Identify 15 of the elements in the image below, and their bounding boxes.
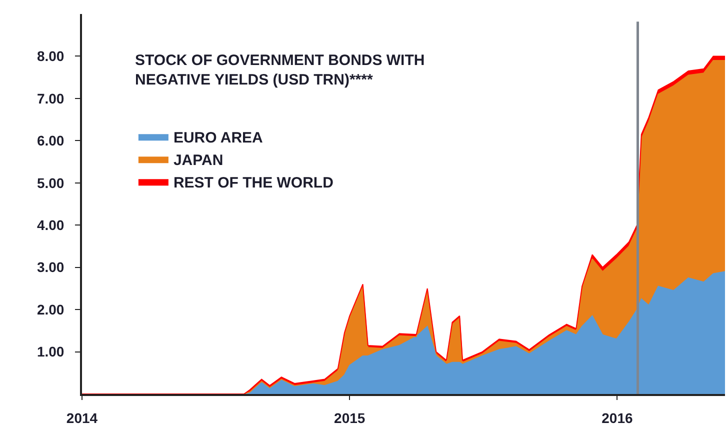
text: STOCK OF GOVERNMENT BONDS WITH NEGATIVE YIELDS (USD TRN)**** — [135, 52, 425, 88]
y-tick-label: 7.00 — [36, 90, 64, 106]
y-tick-label: 8.00 — [36, 48, 64, 64]
x-tick-label: 2014 — [66, 410, 98, 426]
y-tick-label: 6.00 — [36, 132, 64, 149]
y-tick-label: 1.00 — [36, 344, 64, 360]
y-tick-label: 3.00 — [36, 259, 64, 276]
x-tick-label: 2016 — [602, 410, 633, 426]
y-tick-label: 5.00 — [36, 174, 64, 191]
legend-label: EURO AREA — [173, 130, 264, 146]
y-tick-label: 2.00 — [36, 301, 64, 318]
y-tick-label: 4.00 — [36, 217, 64, 234]
x-tick-label: 2015 — [334, 410, 366, 426]
legend-label: REST OF THE WORLD — [173, 174, 334, 192]
legend-label: JAPAN — [173, 152, 224, 169]
